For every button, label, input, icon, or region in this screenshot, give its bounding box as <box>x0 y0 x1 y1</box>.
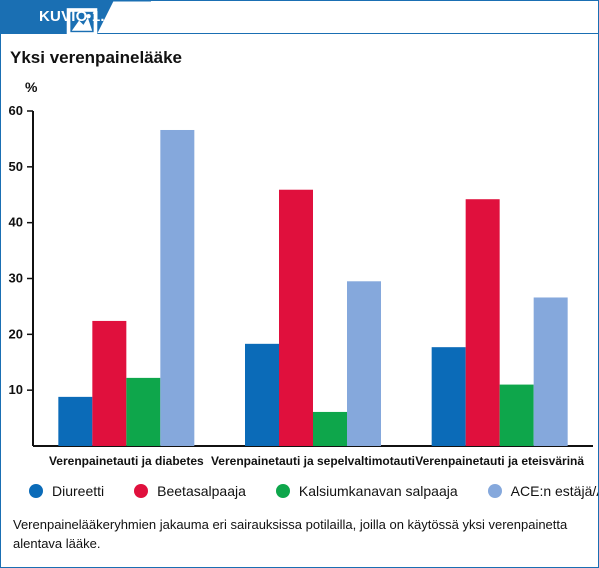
figure-caption: Verenpainelääkeryhmien jakauma eri saira… <box>13 517 568 551</box>
legend-item-diureetti: Diureetti <box>29 483 104 499</box>
bar-kalsiumkanavan-salpaaja-0 <box>126 377 161 446</box>
bar-kalsiumkanavan-salpaaja-1 <box>313 411 347 446</box>
bar-beetasalpaaja-1 <box>279 189 313 446</box>
y-axis-tick-label: 40 <box>9 215 23 230</box>
bar-ace-n-est-j-atr-salpaaja-2 <box>533 297 568 446</box>
legend-swatch-diureetti <box>29 484 43 498</box>
bar-beetasalpaaja-0 <box>92 320 127 446</box>
bar-diureetti-1 <box>245 343 279 446</box>
y-axis-tick-label: 10 <box>9 382 23 397</box>
legend-item-ace-atr: ACE:n estäjä/ATR-salpaaja <box>487 483 598 499</box>
legend-item-beetasalpaaja: Beetasalpaaja <box>134 483 246 499</box>
legend-label-diureetti: Diureetti <box>52 483 105 499</box>
legend-swatch-ace-atr <box>487 484 502 498</box>
x-axis-category-label: Verenpainetauti ja sepelvaltimotauti <box>211 454 415 468</box>
legend-item-kalsiumkanavan-salpaaja: Kalsiumkanavan salpaaja <box>275 483 458 499</box>
bar-ace-n-est-j-atr-salpaaja-0 <box>160 129 195 446</box>
y-axis-tick-label: 50 <box>9 159 23 174</box>
figure-header-tab: KUVIO 1. <box>1 1 151 36</box>
legend-label-kalsiumkanavan-salpaaja: Kalsiumkanavan salpaaja <box>298 483 458 499</box>
y-axis-tick-label: 20 <box>9 326 23 341</box>
image-icon <box>7 6 98 36</box>
bar-diureetti-2 <box>431 347 466 446</box>
bar-ace-n-est-j-atr-salpaaja-1 <box>347 281 381 446</box>
legend-label-ace-atr: ACE:n estäjä/ATR-salpaaja <box>510 483 598 499</box>
figure-header-band: KUVIO 1. <box>1 1 598 36</box>
chart-title: Yksi verenpainelääke <box>10 48 183 67</box>
bar-kalsiumkanavan-salpaaja-2 <box>499 384 534 446</box>
y-axis-tick-label: 60 <box>9 103 23 118</box>
bar-diureetti-0 <box>58 396 93 446</box>
figure-label: KUVIO 1. <box>39 8 105 25</box>
bar-beetasalpaaja-2 <box>465 199 500 446</box>
y-axis-tick-label: 30 <box>9 271 23 286</box>
x-axis-category-label: Verenpainetauti ja eteisvärinä <box>415 454 584 468</box>
legend-swatch-kalsiumkanavan-salpaaja <box>275 484 290 498</box>
y-axis-unit-label: % <box>25 79 38 95</box>
bar-chart-svg: 10 20 30 40 50 60 Verenpainetauti ja diabetes V… <box>9 103 593 468</box>
bar-chart: 10 20 30 40 50 60 Verenpainetauti ja diabetes V… <box>1 96 598 476</box>
x-axis-category-label: Verenpainetauti ja diabetes <box>49 454 204 468</box>
chart-legend: Diureetti Beetasalpaaja Kalsiumkanavan s… <box>29 480 598 502</box>
legend-label-beetasalpaaja: Beetasalpaaja <box>157 483 246 499</box>
legend-swatch-beetasalpaaja <box>134 484 149 498</box>
